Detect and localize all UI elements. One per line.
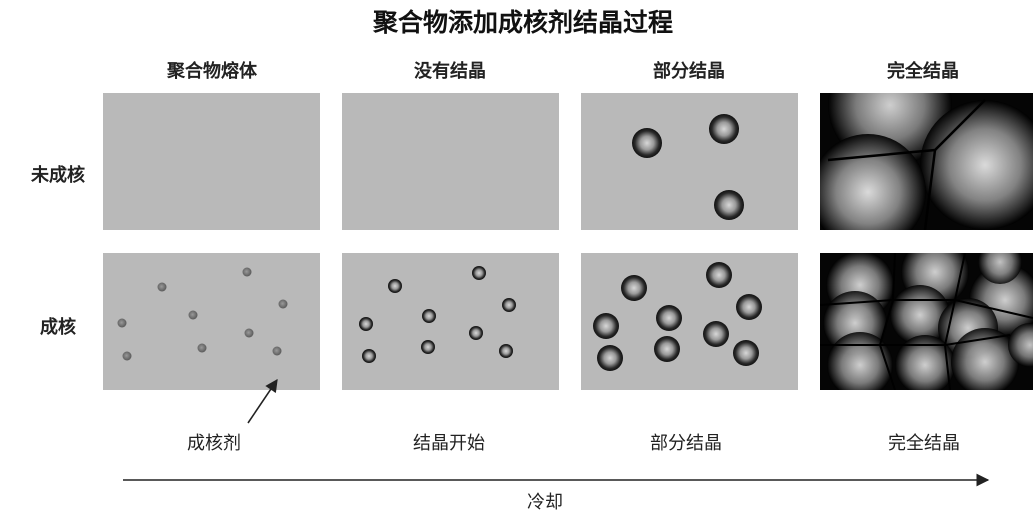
panel-nucleated-melt [103, 253, 320, 390]
grain-boundary [878, 253, 896, 390]
grain-boundary [820, 299, 1033, 319]
spherulite [733, 340, 759, 366]
spherulite [951, 328, 1019, 390]
panel-unnucleated-melt [103, 93, 320, 230]
spherulite [706, 262, 732, 288]
nucleus-dot [197, 343, 207, 353]
column-label-full: 完全结晶 [887, 60, 959, 82]
bottom-label-partial: 部分结晶 [650, 433, 722, 454]
spherulite [502, 298, 516, 312]
nucleus-dot [122, 351, 132, 361]
spherulite [359, 317, 373, 331]
spherulite [736, 294, 762, 320]
spherulite [422, 309, 436, 323]
spherulite [421, 340, 435, 354]
spherulite [654, 336, 680, 362]
panel-nucleated-partial [581, 253, 798, 390]
spherulite [597, 345, 623, 371]
nucleus-dot [272, 346, 282, 356]
grain-boundary [820, 334, 1011, 346]
bottom-label-crystallization-start: 结晶开始 [413, 433, 485, 454]
spherulite [895, 335, 955, 390]
spherulite [632, 128, 662, 158]
spherulite [469, 326, 483, 340]
panel-nucleated-full [820, 253, 1033, 390]
spherulite [920, 100, 1033, 230]
bottom-label-nucleating-agent: 成核剂 [187, 433, 241, 454]
row-label-unnucleated: 未成核 [31, 164, 85, 186]
spherulite [621, 275, 647, 301]
spherulite [388, 279, 402, 293]
spherulite [978, 253, 1022, 284]
column-label-melt: 聚合物熔体 [166, 60, 258, 82]
column-label-no-crystal: 没有结晶 [414, 60, 486, 82]
spherulite [472, 266, 486, 280]
panel-unnucleated-no-crystal [342, 93, 559, 230]
spherulite [827, 332, 893, 390]
diagram-title: 聚合物添加成核剂结晶过程 [372, 8, 673, 37]
nucleating-agent-pointer [247, 378, 278, 424]
nucleus-dot [188, 310, 198, 320]
nucleus-dot [157, 282, 167, 292]
cooling-axis-label: 冷却 [527, 492, 563, 513]
column-label-partial: 部分结晶 [653, 60, 725, 82]
spherulite [1008, 323, 1033, 367]
spherulite [593, 313, 619, 339]
spherulite [656, 305, 682, 331]
grain-boundary [923, 149, 937, 230]
grain-boundary [943, 253, 966, 390]
nucleus-dot [242, 267, 252, 277]
spherulite [499, 344, 513, 358]
row-label-nucleated: 成核 [40, 316, 76, 338]
bottom-label-full: 完全结晶 [888, 433, 960, 454]
panel-nucleated-crystallization-start [342, 253, 559, 390]
nucleus-dot [244, 328, 254, 338]
spherulite [362, 349, 376, 363]
panel-unnucleated-partial [581, 93, 798, 230]
nucleus-dot [278, 299, 288, 309]
spherulite [709, 114, 739, 144]
nucleus-dot [117, 318, 127, 328]
panel-unnucleated-full [820, 93, 1033, 230]
spherulite [703, 321, 729, 347]
spherulite [714, 190, 744, 220]
